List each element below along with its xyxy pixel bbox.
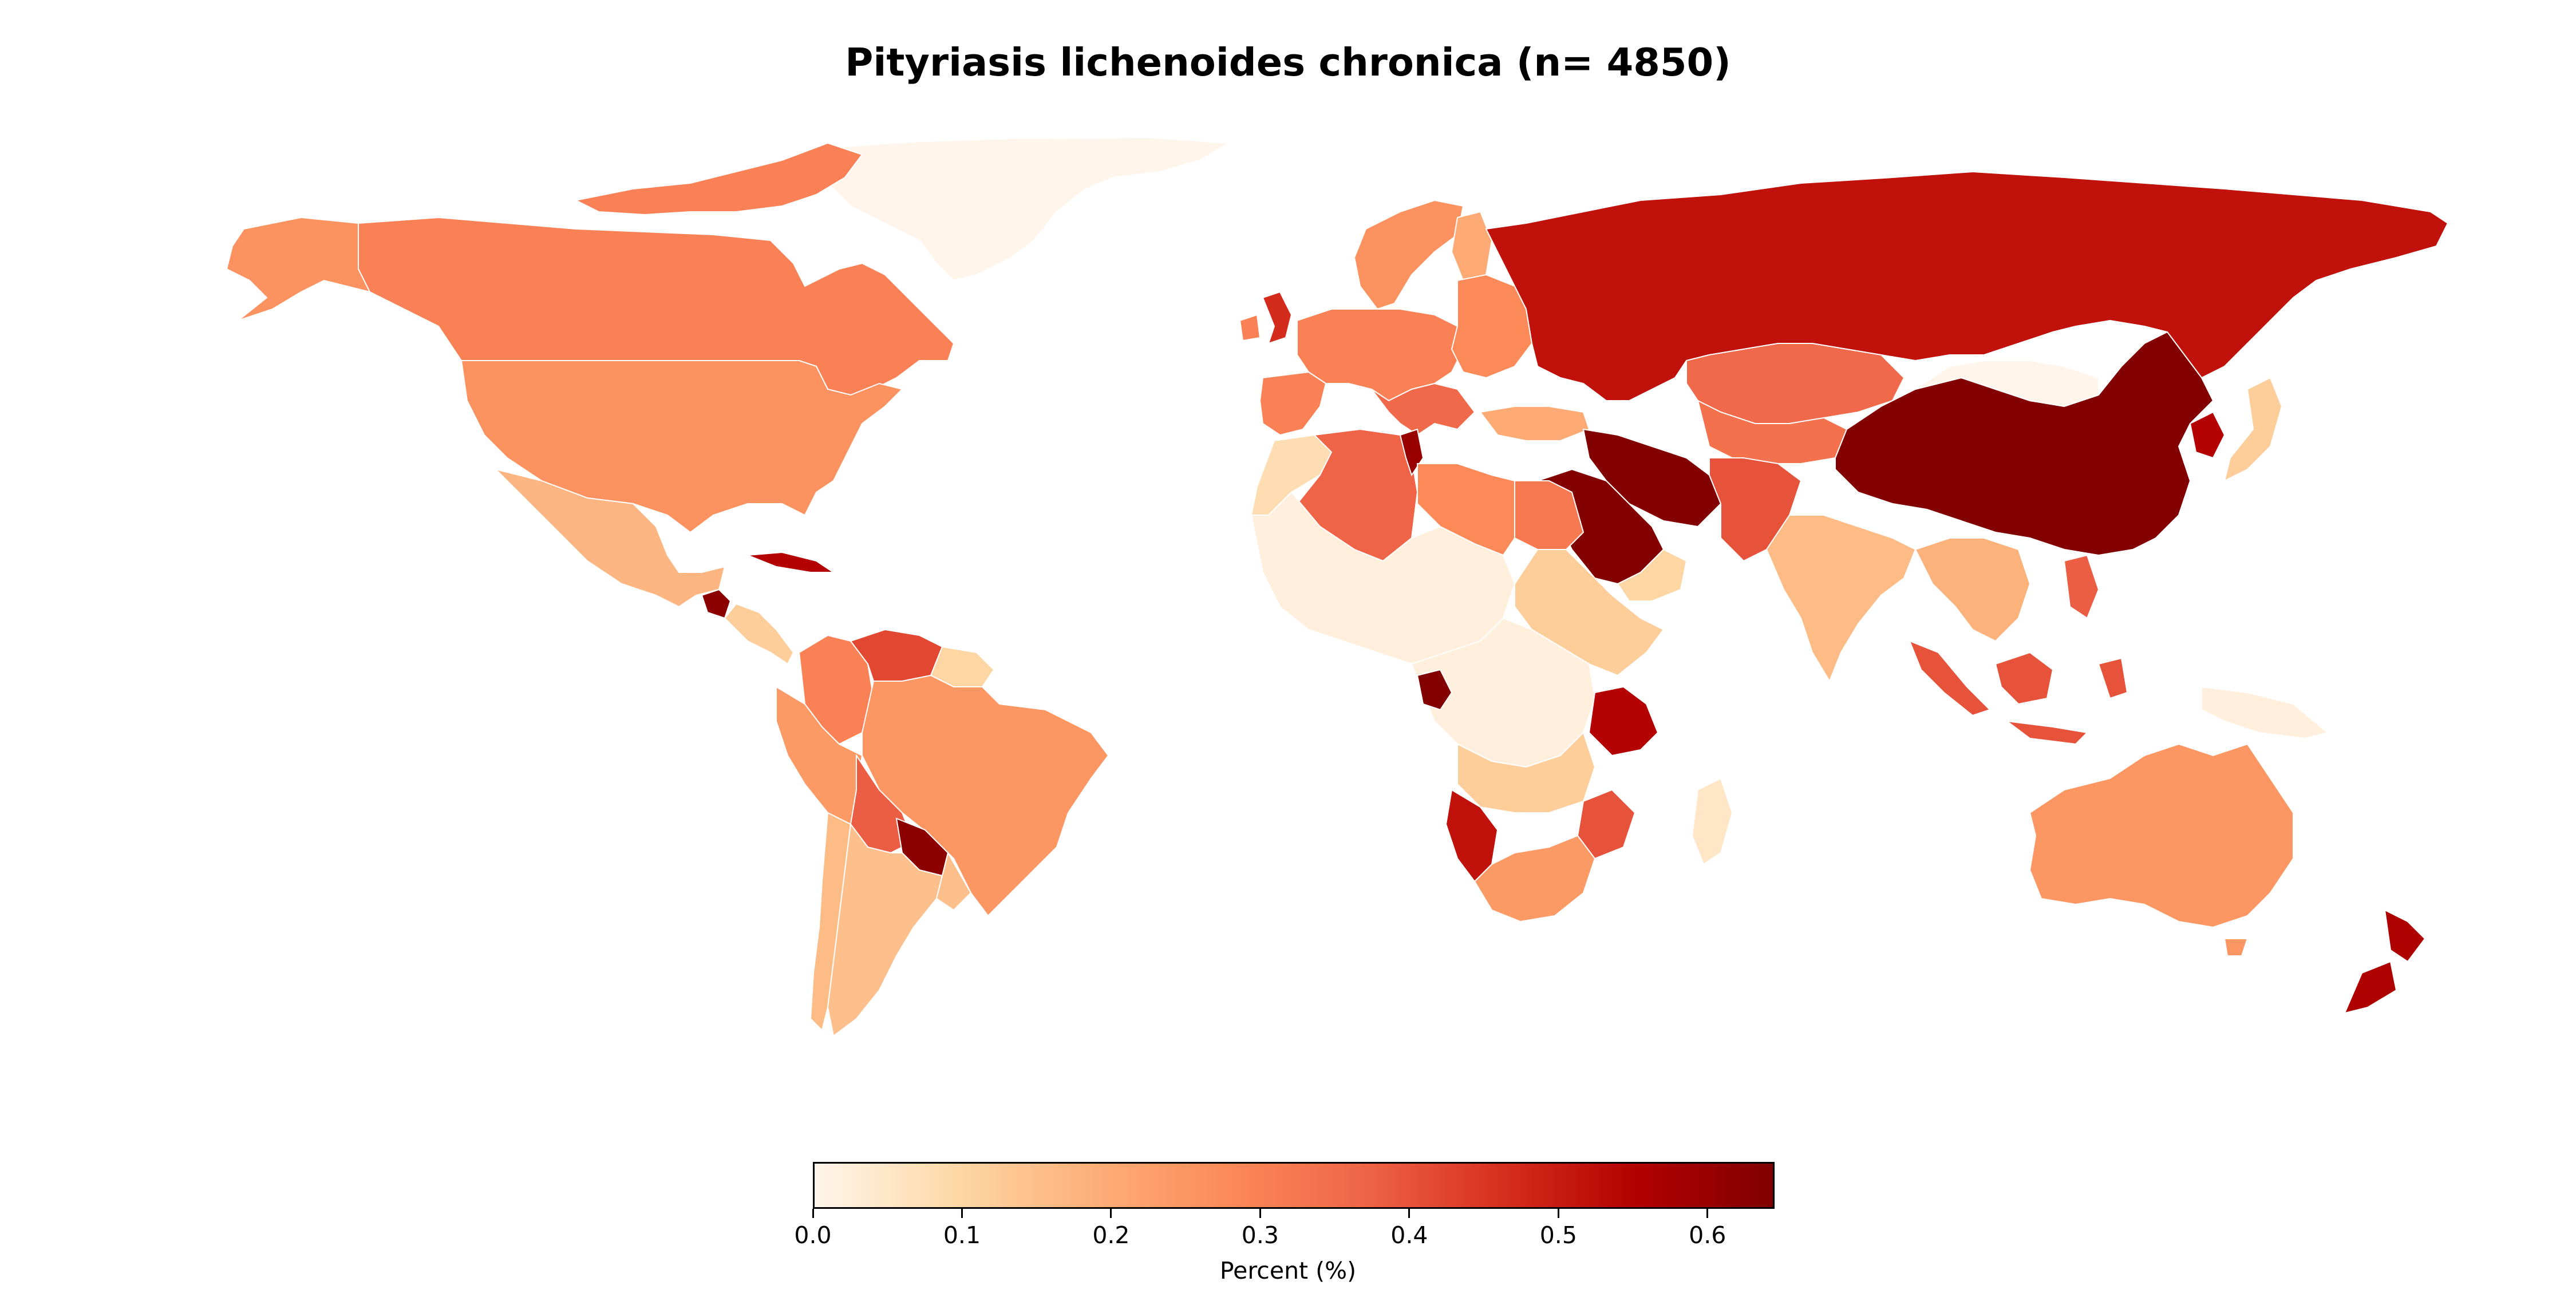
region-korea: [2189, 411, 2226, 459]
region-iberia: [1259, 371, 1327, 436]
region-australia: [2029, 743, 2294, 928]
region-cuba: [747, 551, 836, 573]
colorbar-tick-label: 0.4: [1390, 1221, 1428, 1249]
region-greenland: [815, 137, 1231, 282]
colorbar-tick: [1706, 1209, 1709, 1218]
region-yemen-oman: [1617, 548, 1688, 602]
region-tanzania: [1588, 686, 1659, 757]
region-egypt: [1514, 480, 1585, 550]
region-eastern-europe: [1451, 274, 1533, 379]
region-japan: [2223, 377, 2283, 482]
region-central-america: [724, 603, 795, 665]
region-tasmania: [2223, 938, 2249, 956]
region-iran: [1582, 428, 1722, 528]
region-west-africa: [1250, 491, 1516, 665]
region-madagascar: [1691, 777, 1733, 865]
region-turkey: [1479, 406, 1590, 441]
region-canada-arctic: [574, 142, 863, 216]
region-sudan-ethiopia: [1514, 549, 1665, 677]
colorbar-tick-label: 0.6: [1689, 1221, 1726, 1249]
colorbar-tick: [961, 1209, 963, 1218]
region-finland: [1451, 211, 1493, 282]
region-uk: [1262, 291, 1293, 345]
colorbar-tick: [1408, 1209, 1411, 1218]
region-new-zealand: [2344, 909, 2426, 1014]
region-libya: [1417, 463, 1515, 556]
colorbar-tick: [1557, 1209, 1559, 1218]
region-philippines: [2063, 554, 2100, 619]
region-south-africa: [1473, 835, 1596, 923]
world-map: [226, 137, 2448, 1037]
region-argentina: [827, 822, 943, 1037]
region-italy-balkans: [1371, 382, 1476, 436]
colorbar: [813, 1162, 1775, 1209]
colorbar-tick-label: 0.5: [1539, 1221, 1577, 1249]
region-gabon: [1416, 669, 1453, 711]
colorbar-tick-label: 0.1: [943, 1221, 981, 1249]
region-scandinavia: [1353, 199, 1464, 310]
region-canada: [358, 216, 955, 396]
region-ireland: [1239, 314, 1261, 342]
colorbar-tick: [1259, 1209, 1261, 1218]
region-indonesia: [1909, 640, 2128, 745]
region-southeast-asia: [1914, 537, 2031, 642]
region-central-africa: [1411, 617, 1596, 768]
colorbar-tick-label: 0.3: [1241, 1221, 1279, 1249]
region-new-guinea: [2201, 686, 2329, 739]
colorbar-tick-label: 0.0: [794, 1221, 832, 1249]
region-india: [1765, 515, 1917, 683]
chart-title: Pityriasis lichenoides chronica (n= 4850…: [845, 40, 1731, 85]
region-russia: [1485, 171, 2448, 401]
region-guatemala: [701, 588, 732, 619]
colorbar-tick: [1110, 1209, 1112, 1218]
region-mongolia: [1915, 360, 2099, 408]
region-uruguay: [935, 851, 972, 911]
colorbar-tick: [812, 1209, 814, 1218]
colorbar-tick-label: 0.2: [1092, 1221, 1130, 1249]
region-angola-zambia: [1457, 731, 1596, 813]
region-alaska: [226, 216, 371, 321]
colorbar-label: Percent (%): [1219, 1257, 1357, 1284]
